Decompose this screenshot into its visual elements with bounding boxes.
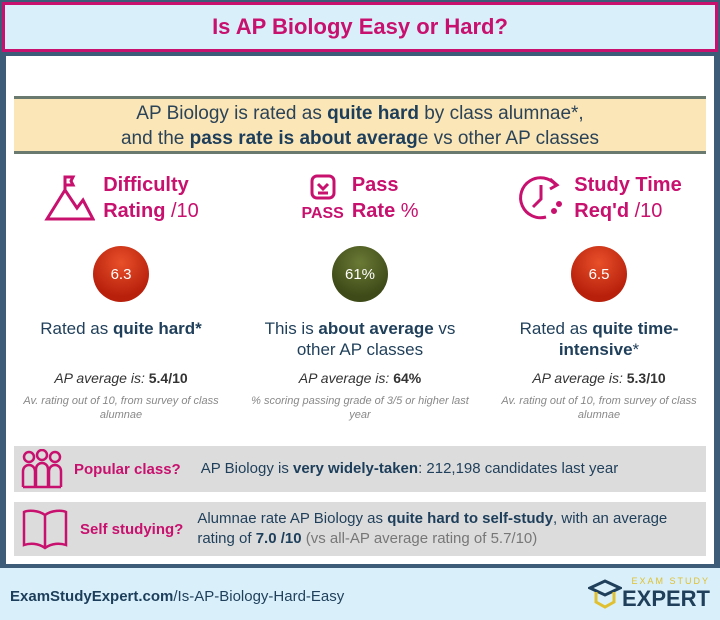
unit: % — [395, 200, 419, 222]
value-badge: 61% — [332, 246, 388, 302]
pass-icon: PASS — [301, 174, 344, 223]
text: quite hard — [327, 103, 419, 124]
heading: Req'd — [574, 200, 630, 222]
content-panel: AP Biology is rated as quite hard by cla… — [6, 56, 714, 564]
row-label: Popular class? — [74, 460, 181, 478]
row-label: Self studying? — [80, 520, 184, 538]
self-study-row: Self studying? Alumnae rate AP Biology a… — [14, 502, 706, 556]
people-icon — [21, 449, 63, 489]
text: vs other AP classes — [296, 319, 456, 359]
text: 5.4/10 — [148, 370, 188, 386]
note: % scoring passing grade of 3/5 or higher… — [251, 395, 469, 421]
text: quite hard to self-study — [387, 510, 554, 527]
difficulty-column: Difficulty Rating /10 6.3 Rated as quite … — [6, 168, 236, 422]
text: 5.3/10 — [626, 370, 666, 386]
text: This is — [264, 319, 319, 338]
text: Rated as — [40, 319, 113, 338]
heading: Difficulty — [103, 174, 189, 196]
study-time-column: Study Time Req'd /10 6.5 Rated as quite t… — [484, 168, 714, 422]
heading: Rating — [103, 200, 166, 222]
heading: Study Time — [574, 174, 682, 196]
note: Av. rating out of 10, from survey of cla… — [23, 395, 219, 421]
logo: EXAM STUDY EXPERT — [587, 576, 710, 612]
summary-banner: AP Biology is rated as quite hard by cla… — [14, 96, 706, 154]
unit: /10 — [165, 200, 199, 222]
mountain-flag-icon — [44, 175, 96, 221]
text: quite hard* — [112, 319, 202, 338]
text: and the — [120, 128, 190, 149]
open-book-icon — [22, 509, 68, 550]
page-title: Is AP Biology Easy or Hard? — [2, 2, 718, 52]
text: , with an average rating of — [197, 510, 668, 547]
text: pass rate is about averag — [189, 128, 418, 149]
logo-text: EXAM STUDY — [631, 576, 710, 586]
clock-icon — [519, 176, 563, 220]
unit: /10 — [629, 200, 663, 222]
text: Rated as — [519, 319, 593, 338]
text: AP Biology is — [200, 460, 293, 477]
text: 64% — [393, 370, 422, 386]
icon-label: PASS — [301, 204, 344, 222]
text: * — [632, 340, 640, 359]
text: ExamStudyExpert.com — [10, 588, 174, 605]
logo-text: EXPERT — [621, 586, 710, 611]
text: Alumnae rate AP Biology as — [197, 510, 388, 527]
heading: Pass — [351, 174, 399, 196]
text: 7.0 /10 — [255, 530, 302, 547]
text: by class alumnae*, — [418, 103, 584, 124]
text: about average — [318, 319, 434, 338]
popular-class-row: Popular class? AP Biology is very widely… — [14, 446, 706, 492]
note: Av. rating out of 10, from survey of cla… — [501, 395, 697, 421]
footer: ExamStudyExpert.com/Is-AP-Biology-Hard-E… — [0, 566, 720, 620]
value-badge: 6.5 — [571, 246, 627, 302]
text: e vs other AP classes — [417, 128, 600, 149]
text: (vs all-AP average rating of 5.7/10) — [301, 530, 538, 547]
text: quite time-intensive — [558, 319, 679, 359]
text: AP Biology is rated as — [136, 103, 328, 124]
text: AP average is: — [298, 370, 394, 386]
pass-rate-column: PASS Pass Rate % 61% This is about averag… — [245, 168, 475, 422]
text: /Is-AP-Biology-Hard-Easy — [173, 588, 345, 605]
text: very widely-taken — [293, 460, 419, 477]
text: : 212,198 candidates last year — [418, 460, 619, 477]
heading: Rate — [351, 200, 396, 222]
source-link[interactable]: ExamStudyExpert.com/Is-AP-Biology-Hard-E… — [10, 588, 344, 605]
text: AP average is: — [54, 370, 149, 386]
text: AP average is: — [532, 370, 627, 386]
value-badge: 6.3 — [93, 246, 149, 302]
graduation-cap-icon — [587, 579, 622, 609]
